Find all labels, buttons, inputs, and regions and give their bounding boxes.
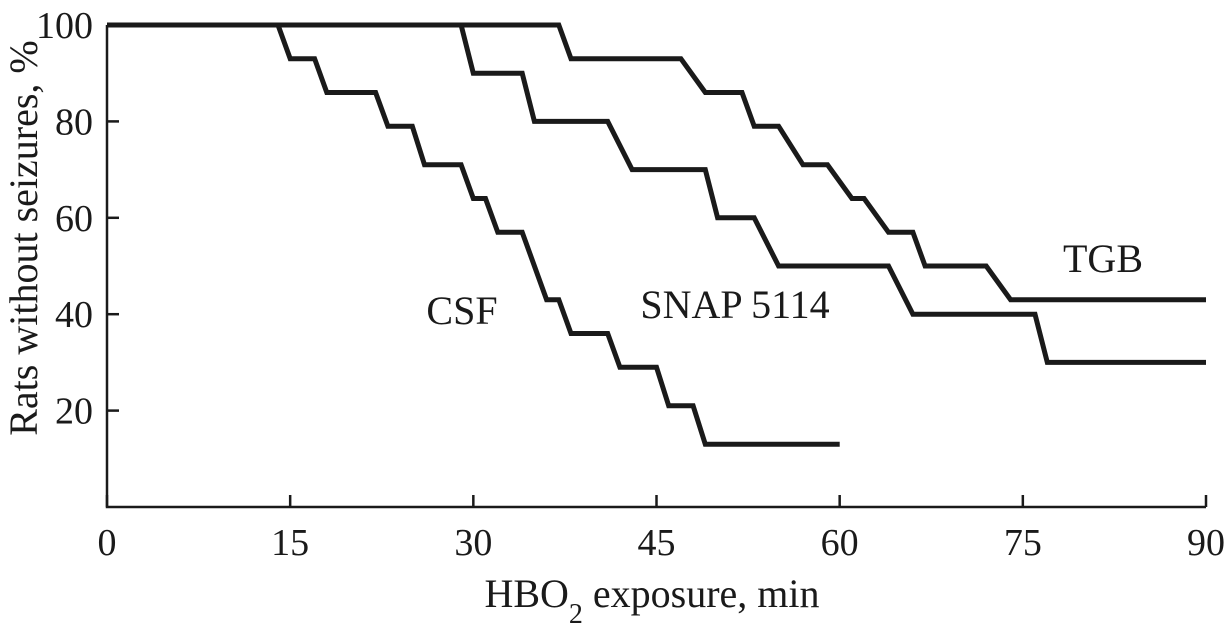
x-axis-title-subscript: 2 [569, 599, 583, 628]
x-tick-label: 75 [1004, 522, 1042, 564]
x-tick-label: 90 [1187, 522, 1225, 564]
series-label-tgb: TGB [1063, 236, 1143, 281]
series-label-csf: CSF [426, 288, 497, 333]
x-tick-label: 0 [98, 522, 117, 564]
x-tick-label: 30 [454, 522, 492, 564]
series-line-snap-5114 [107, 22, 1206, 365]
y-tick-label: 60 [55, 198, 93, 240]
x-tick-label: 15 [271, 522, 309, 564]
axis-frame [105, 25, 1206, 509]
series-label-snap-5114: SNAP 5114 [640, 282, 829, 327]
y-tick-label: 40 [55, 294, 93, 336]
ticks: 0 15 30 45 60 75 90 20 40 60 80 100 [36, 5, 1225, 564]
axes [105, 25, 1206, 509]
x-axis-title-rest: exposure, min [583, 571, 820, 616]
series-layer [107, 22, 1206, 447]
y-tick-label: 20 [55, 391, 93, 433]
series-line-csf [107, 22, 840, 447]
x-tick-label: 45 [638, 522, 676, 564]
series-line-tgb [107, 22, 1206, 303]
x-tick-label: 60 [821, 522, 859, 564]
y-tick-label: 100 [36, 5, 93, 47]
series-labels: CSF SNAP 5114 TGB [426, 236, 1143, 333]
y-axis-title: Rats without seizures, % [1, 40, 46, 436]
x-axis-title: HBO2 exposure, min [484, 571, 819, 628]
y-tick-label: 80 [55, 101, 93, 143]
x-axis-title-main: HBO [484, 571, 568, 616]
